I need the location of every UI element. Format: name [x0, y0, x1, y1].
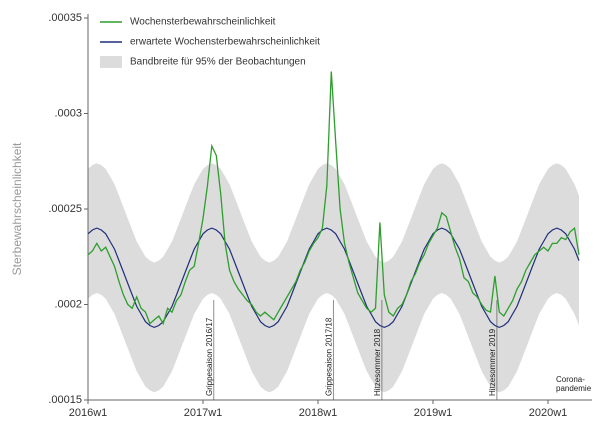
- y-tick-label: .00025: [48, 203, 82, 215]
- y-axis-label: Sterbewahrscheinlichkeit: [10, 142, 24, 275]
- band: [88, 163, 579, 393]
- y-tick-label: .00035: [48, 12, 82, 24]
- y-tick-label: .0003: [54, 107, 82, 119]
- y-tick-label: .00015: [48, 394, 82, 406]
- annotation: Grippesaison 2017/18: [324, 317, 333, 396]
- x-tick-label: 2016w1: [69, 407, 108, 419]
- annotation: Hitzesommer 2018: [373, 328, 382, 396]
- x-tick-label: 2017w1: [184, 407, 223, 419]
- legend-label: Wochensterbewahrscheinlichkeit: [130, 17, 276, 28]
- series-line: [87, 71, 580, 326]
- x-tick-label: 2019w1: [414, 407, 453, 419]
- annotation: Hitzesommer 2019: [488, 328, 497, 396]
- note: Corona-: [556, 375, 585, 384]
- x-tick-label: 2020w1: [529, 407, 568, 419]
- y-tick-label: .0002: [54, 298, 82, 310]
- legend-label: Bandbreite für 95% der Beobachtungen: [130, 57, 306, 68]
- note: pandemie: [556, 384, 592, 393]
- x-tick-label: 2018w1: [299, 407, 338, 419]
- legend-label: erwartete Wochensterbewahrscheinlichkeit: [130, 37, 320, 48]
- annotation: Grippesaison 2016/17: [205, 317, 214, 396]
- legend-swatch: [100, 56, 122, 68]
